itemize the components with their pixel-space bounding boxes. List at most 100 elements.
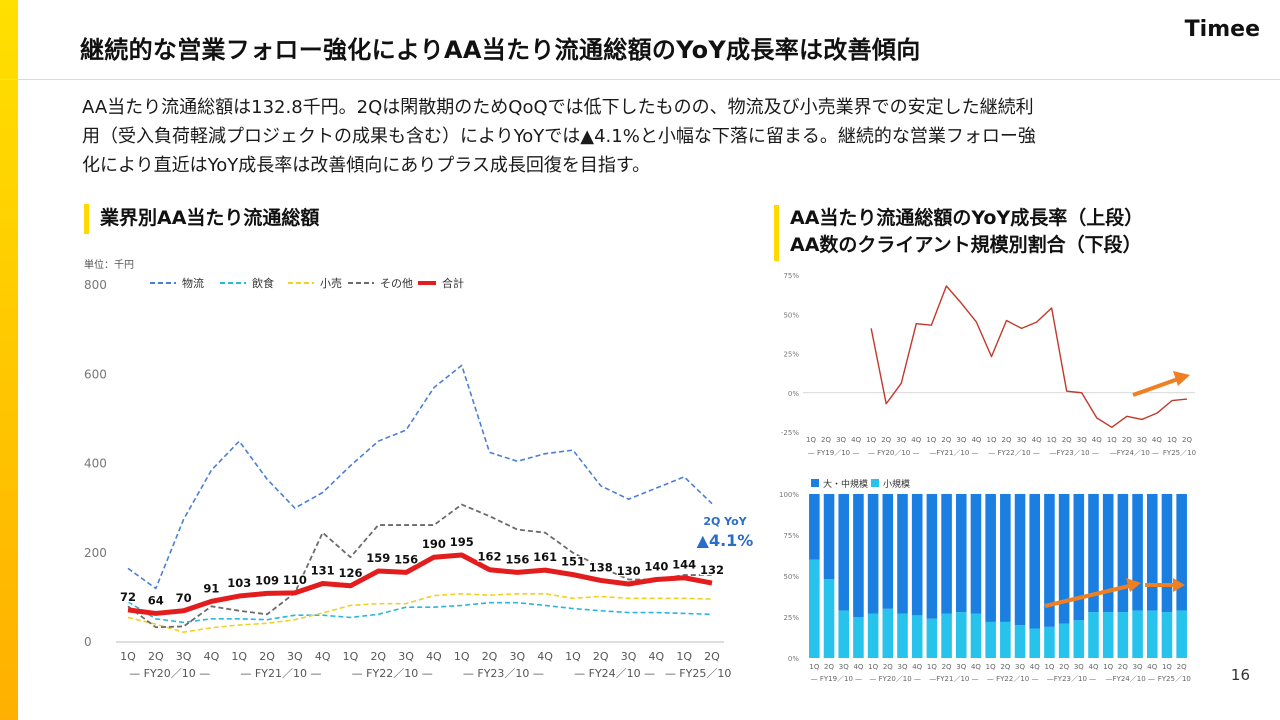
total-data-label: 109 xyxy=(255,573,279,587)
legend-item: 小規模 xyxy=(871,479,910,490)
x-tick-label: 2Q xyxy=(883,663,893,671)
x-tick-label: 2Q xyxy=(482,650,498,663)
summary-text: AA当たり流通総額は132.8千円。2Qは閑散期のためQoQでは低下したものの、… xyxy=(82,93,1232,180)
bar-small-client xyxy=(926,618,938,658)
industry-line-chart: 単位：千円 0 200 400 600 800 物流 飲食 小売 その他 合計 72 64 70 91 103… xyxy=(84,258,754,680)
x-tick-label: 2Q xyxy=(1002,436,1012,444)
x-tick-label: 2Q xyxy=(1182,436,1192,444)
total-line xyxy=(127,552,713,616)
stacked-bar xyxy=(941,494,952,658)
right-chart-title-line-1: AA当たり流通総額のYoY成長率（上段） xyxy=(790,207,1144,229)
total-data-label: 91 xyxy=(203,581,219,595)
bar-small-client xyxy=(970,613,982,658)
x-tick-label: 3Q xyxy=(896,436,906,444)
total-data-label: 72 xyxy=(120,590,136,604)
x-tick-label: 3Q xyxy=(1077,436,1087,444)
yoy-annotation-label: 2Q YoY xyxy=(703,515,747,528)
bar-large-client xyxy=(867,494,879,614)
x-tick-label: 1Q xyxy=(866,436,876,444)
bar-small-client xyxy=(1161,612,1173,658)
legend-label: 物流 xyxy=(182,276,204,290)
x-tick-label: 4Q xyxy=(204,650,220,663)
fiscal-year-label: — FY20／10 — xyxy=(868,449,920,457)
bar-small-client xyxy=(1044,626,1055,658)
total-data-label: 195 xyxy=(450,535,474,549)
bar-large-client xyxy=(1029,494,1041,629)
bar-large-client xyxy=(970,494,982,614)
yoy-growth-line xyxy=(870,285,1188,428)
x-tick-label: 4Q xyxy=(1089,663,1099,671)
fiscal-year-label: — FY20／10 — xyxy=(129,667,210,680)
x-tick-label: 1Q xyxy=(231,650,247,663)
bar-small-client xyxy=(882,608,894,658)
summary-line-2: 用（受入負荷軽減プロジェクトの成果も含む）によりYoYでは▲4.1%と小幅な下落… xyxy=(82,126,1036,147)
bar-small-client xyxy=(985,621,996,658)
stacked-bar xyxy=(1073,494,1085,658)
right-chart-title: AA当たり流通総額のYoY成長率（上段） AA数のクライアント規模別割合（下段） xyxy=(790,205,1143,259)
y-tick-label: 0% xyxy=(788,655,799,663)
stacked-bar xyxy=(1044,494,1055,658)
x-tick-label: 2Q xyxy=(1177,663,1187,671)
x-tick-label: 1Q xyxy=(868,663,878,671)
summary-line-3: 化により直近はYoY成長率は改善傾向にありプラス成長回復を目指す。 xyxy=(82,155,651,176)
stacked-bar xyxy=(1176,494,1187,658)
bar-small-client xyxy=(867,613,879,658)
stacked-bar xyxy=(823,494,835,658)
client-size-share-chart: 大・中規模 小規模 0% 25% 50% 75% 100% 1Q 2Q 3Q 4Q 1Q 2Q 3Q 4Q 1… xyxy=(779,478,1191,683)
y-tick-label: 50% xyxy=(783,573,799,581)
x-tick-label: 2Q xyxy=(704,650,720,663)
stacked-bar xyxy=(897,494,908,658)
bar-small-client xyxy=(838,610,850,658)
page-title: 継続的な営業フォロー強化によりAA当たり流通総額のYoY成長率は改善傾向 xyxy=(80,36,921,64)
stacked-bar xyxy=(985,494,996,658)
x-tick-label: 2Q xyxy=(941,436,951,444)
legend-label: その他 xyxy=(380,277,413,290)
x-tick-label: 4Q xyxy=(426,650,442,663)
x-tick-label: 3Q xyxy=(839,663,849,671)
stacked-bar xyxy=(853,494,864,658)
bar-large-client xyxy=(1176,494,1187,611)
fiscal-year-label: — FY19／10 — xyxy=(808,449,860,457)
total-data-label: 110 xyxy=(283,573,307,587)
x-tick-label: 1Q xyxy=(986,436,996,444)
y-tick-label: -25% xyxy=(781,429,799,437)
bar-large-client xyxy=(853,494,864,617)
x-tick-label: 1Q xyxy=(809,663,819,671)
bar-large-client xyxy=(1088,494,1099,613)
x-tick-label: 2Q xyxy=(881,436,891,444)
legend-label: 飲食 xyxy=(252,276,274,290)
fiscal-year-label: —FY23／10 — xyxy=(1050,449,1099,457)
bar-small-client xyxy=(1058,623,1070,658)
x-tick-label: 3Q xyxy=(1015,663,1025,671)
fiscal-year-label: — FY19／10 — xyxy=(811,675,863,683)
x-tick-label: 3Q xyxy=(176,650,192,663)
x-tick-label: 4Q xyxy=(1030,663,1040,671)
x-tick-label: 1Q xyxy=(1047,436,1057,444)
x-tick-label: 2Q xyxy=(1118,663,1128,671)
bar-large-client xyxy=(897,494,908,614)
x-tick-label: 4Q xyxy=(912,663,922,671)
legend-item: 物流 xyxy=(150,276,204,290)
fiscal-year-label: — FY22／10 — xyxy=(352,667,433,680)
legend-item: 合計 xyxy=(418,276,464,290)
y-tick-label: 50% xyxy=(783,311,799,319)
unit-label: 単位：千円 xyxy=(84,258,134,271)
x-tick-label: 1Q xyxy=(343,650,359,663)
x-tick-label: 1Q xyxy=(454,650,470,663)
fiscal-year-label: — FY21／10 — xyxy=(240,667,321,680)
stacked-bar xyxy=(1102,494,1114,658)
bar-small-client xyxy=(823,579,835,658)
bar-small-client xyxy=(1000,621,1011,658)
x-tick-label: 2Q xyxy=(370,650,386,663)
bar-small-client xyxy=(955,612,967,658)
x-tick-label: 4Q xyxy=(537,650,553,663)
stacked-bar xyxy=(1088,494,1099,658)
bar-small-client xyxy=(1132,610,1143,658)
bar-large-client xyxy=(1058,494,1070,624)
x-tick-label: 2Q xyxy=(1000,663,1010,671)
yoy-annotation-value: ▲4.1% xyxy=(697,531,754,550)
total-data-label: 159 xyxy=(366,551,390,565)
y-tick-label: 0% xyxy=(788,390,799,398)
y-tick-label: 25% xyxy=(783,351,799,359)
total-data-label: 144 xyxy=(672,558,696,572)
